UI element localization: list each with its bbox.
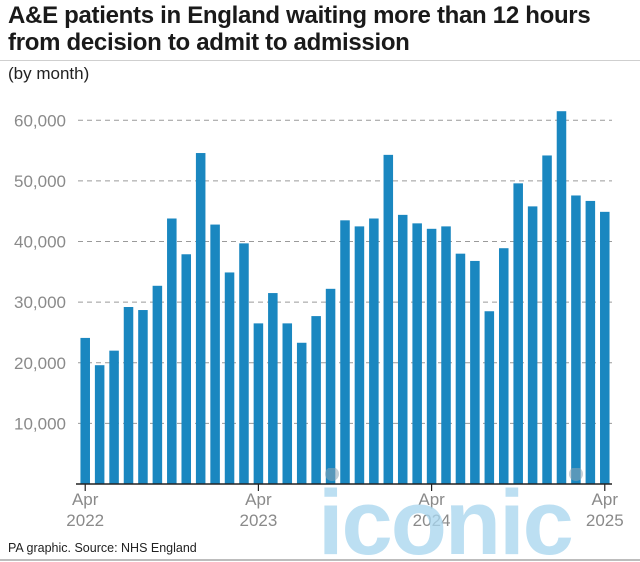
bar: Apr 2022: 24100 bbox=[80, 337, 90, 484]
bar: Oct 2022: 43800 bbox=[167, 218, 177, 484]
chart-title: A&E patients in England waiting more tha… bbox=[8, 2, 591, 56]
bar: Dec 2024: 54200 bbox=[542, 155, 552, 485]
bar: Jan 2025: 61500 bbox=[556, 111, 567, 484]
bar: Aug 2024: 28500 bbox=[484, 311, 495, 484]
bar: Dec 2023: 43800 bbox=[369, 218, 379, 484]
y-tick-label: 30,000 bbox=[14, 293, 66, 312]
bar: Oct 2023: 43500 bbox=[340, 220, 350, 485]
bar: Nov 2023: 42500 bbox=[354, 226, 365, 484]
bar: Jul 2023: 23300 bbox=[296, 342, 307, 484]
bar: Sep 2022: 32700 bbox=[152, 285, 163, 484]
bar: Aug 2023: 27700 bbox=[311, 316, 321, 484]
bar: Feb 2024: 44400 bbox=[397, 214, 408, 485]
bar-chart: 10,000 20,000 30,000 40,000 50,000 60,000 Apr… bbox=[14, 111, 624, 530]
footer-divider bbox=[0, 559, 640, 561]
bars: Apr 2022: 24100 May 2022: 19600 Jun 2022: … bbox=[80, 111, 610, 485]
x-tick-month: Apr bbox=[418, 490, 445, 509]
x-axis-ticks: Apr 2022 Apr 2023 Apr 2024 Apr 2025 bbox=[66, 484, 624, 530]
gridlines bbox=[78, 119, 612, 424]
y-axis-labels: 10,000 20,000 30,000 40,000 50,000 60,000 bbox=[14, 111, 66, 433]
source-note: PA graphic. Source: NHS England bbox=[8, 541, 197, 555]
bar: Sep 2023: 32200 bbox=[325, 288, 336, 484]
bar: May 2023: 31500 bbox=[268, 293, 278, 484]
bar: Jan 2023: 42800 bbox=[210, 224, 220, 484]
x-tick-year: 2024 bbox=[413, 511, 451, 530]
bar: Apr 2023: 26500 bbox=[253, 323, 264, 484]
bar: Dec 2022: 54600 bbox=[195, 153, 206, 485]
x-tick-year: 2022 bbox=[66, 511, 104, 530]
bar: Feb 2025: 47600 bbox=[571, 195, 581, 484]
bar: Mar 2023: 39700 bbox=[239, 243, 249, 484]
y-tick-label: 20,000 bbox=[14, 354, 66, 373]
chart-subtitle: (by month) bbox=[8, 64, 90, 83]
bar: Jun 2023: 26500 bbox=[282, 323, 293, 484]
bar: Jun 2024: 38000 bbox=[455, 253, 466, 484]
bar: May 2022: 19600 bbox=[94, 365, 105, 484]
y-tick-label: 60,000 bbox=[14, 111, 66, 130]
bar: Mar 2024: 43000 bbox=[412, 223, 422, 484]
bar: Jul 2022: 29200 bbox=[123, 307, 134, 484]
x-tick-month: Apr bbox=[592, 490, 619, 509]
x-tick-month: Apr bbox=[245, 490, 272, 509]
bar: Sep 2024: 38900 bbox=[498, 248, 509, 484]
bar: Oct 2024: 49600 bbox=[513, 183, 523, 484]
y-tick-label: 50,000 bbox=[14, 172, 66, 191]
y-tick-label: 10,000 bbox=[14, 414, 66, 433]
x-tick-year: 2025 bbox=[586, 511, 624, 530]
title-divider bbox=[0, 60, 640, 61]
bar: Jul 2024: 36800 bbox=[470, 260, 480, 484]
bar: Jun 2022: 22000 bbox=[109, 350, 119, 484]
bar: Mar 2025: 46700 bbox=[585, 200, 596, 484]
watermark-text: iconic bbox=[318, 472, 572, 562]
x-tick-month: Apr bbox=[72, 490, 99, 509]
bar: Apr 2024: 42100 bbox=[426, 228, 437, 484]
bar: May 2024: 42500 bbox=[441, 226, 451, 484]
bar: Feb 2023: 34900 bbox=[224, 272, 235, 484]
watermark-logo: iconic bbox=[318, 468, 583, 562]
bar: Nov 2022: 37900 bbox=[181, 254, 192, 484]
bar: Apr 2025: 44900 bbox=[600, 211, 610, 485]
bar: Aug 2022: 28700 bbox=[138, 310, 148, 484]
x-tick-year: 2023 bbox=[239, 511, 277, 530]
bar: Nov 2024: 45800 bbox=[527, 206, 538, 485]
bar: Jan 2024: 54300 bbox=[383, 154, 394, 484]
y-tick-label: 40,000 bbox=[14, 233, 66, 252]
